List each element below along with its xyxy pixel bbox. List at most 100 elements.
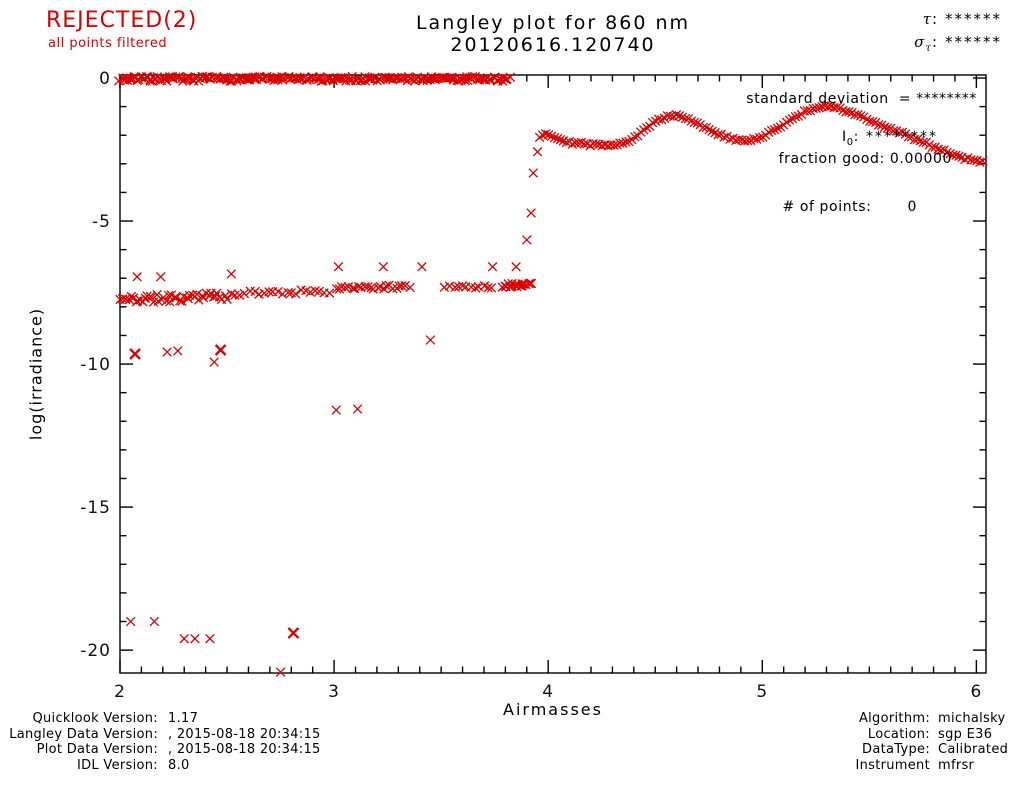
- scatter-marker: [915, 135, 926, 146]
- scatter-marker: [612, 140, 622, 150]
- scatter-marker: [348, 283, 358, 294]
- scatter-marker: [894, 127, 905, 138]
- scatter-marker: [397, 73, 408, 84]
- y-tick-label: -10: [80, 355, 111, 375]
- scatter-marker: [912, 134, 923, 145]
- scatter-marker: [363, 282, 373, 292]
- scatter-marker: [576, 137, 587, 148]
- footer-value: Calibrated: [938, 742, 1009, 757]
- scatter-marker: [214, 344, 227, 356]
- scatter-marker: [621, 137, 631, 147]
- scatter-marker: [340, 282, 350, 293]
- footer-label: Langley Data Version:: [9, 726, 158, 742]
- scatter-marker: [769, 125, 780, 135]
- scatter-marker: [918, 137, 929, 148]
- scatter-marker: [743, 135, 753, 146]
- footer-version-block: Quicklook Version: 1.17 Langley Data Vers…: [8, 711, 321, 773]
- scatter-marker: [277, 75, 288, 85]
- scatter-marker: [555, 134, 566, 145]
- sigma-subscript: τ: [925, 43, 932, 54]
- y-tick-label: -5: [92, 212, 111, 232]
- scatter-marker: [222, 294, 232, 304]
- scatter-marker: [677, 112, 688, 122]
- scatter-marker: [734, 135, 744, 145]
- scatter-marker: [331, 284, 342, 294]
- scatter-marker: [226, 269, 237, 279]
- scatter-marker: [444, 281, 455, 291]
- scatter-marker: [966, 154, 976, 165]
- scatter-marker: [487, 262, 498, 272]
- scatter-marker: [526, 278, 537, 289]
- y-tick-label: -20: [80, 641, 111, 661]
- x-tick-label: 5: [756, 682, 768, 702]
- scatter-marker: [273, 286, 283, 297]
- footer-label: Algorithm:: [858, 711, 930, 726]
- scatter-marker: [903, 132, 914, 142]
- scatter-marker: [802, 105, 813, 116]
- scatter-marker: [838, 105, 848, 116]
- scatter-marker: [647, 117, 658, 128]
- scatter-marker: [975, 157, 985, 168]
- scatter-marker: [945, 149, 955, 159]
- scatter-marker: [561, 137, 572, 148]
- scatter-marker: [692, 118, 703, 128]
- scatter-marker: [546, 131, 557, 142]
- scatter-marker: [161, 296, 172, 306]
- scatter-marker: [132, 272, 142, 282]
- scatter-marker: [209, 357, 219, 367]
- scatter-marker: [162, 347, 172, 357]
- scatter-marker: [853, 109, 863, 120]
- x-tick-label: 3: [328, 682, 340, 702]
- std-deviation-annotation: standard deviation = ********: [746, 91, 977, 107]
- scatter-marker: [725, 134, 735, 144]
- scatter-marker: [287, 73, 298, 83]
- scatter-marker: [665, 111, 676, 121]
- scatter-marker: [155, 272, 166, 282]
- scatter-marker: [511, 262, 521, 272]
- y-tick-label: 0: [99, 69, 111, 89]
- num-points-annotation: # of points: 0: [782, 199, 917, 215]
- scatter-marker: [573, 138, 584, 148]
- scatter-marker: [486, 283, 497, 293]
- scatter-marker: [517, 279, 527, 289]
- scatter-marker: [173, 346, 183, 356]
- scatter-marker: [125, 616, 136, 627]
- footer-value: 1.17: [168, 711, 199, 726]
- scatter-marker: [954, 151, 964, 161]
- scatter-marker: [772, 123, 783, 133]
- footer-label: Plot Data Version:: [36, 742, 158, 757]
- scatter-marker: [528, 168, 538, 178]
- scatter-marker: [867, 116, 878, 127]
- rejected-status: REJECTED(2): [46, 8, 198, 33]
- scatter-marker: [951, 150, 961, 160]
- scatter-marker: [522, 235, 532, 245]
- i0-value: ********: [866, 129, 938, 145]
- scatter-marker: [198, 293, 209, 303]
- scatter-marker: [405, 282, 415, 293]
- scatter-marker: [239, 288, 250, 299]
- scatter-marker: [333, 262, 344, 272]
- scatter-marker: [310, 285, 320, 296]
- sigma-tau-value: ******: [945, 33, 1002, 51]
- scatter-marker: [205, 633, 215, 644]
- scatter-marker: [888, 126, 899, 136]
- scatter-marker: [230, 290, 240, 300]
- scatter-marker: [453, 281, 464, 292]
- scatter-marker: [630, 132, 640, 142]
- i0-annotation: I0: ********: [841, 129, 938, 148]
- scatter-marker: [897, 127, 908, 137]
- data-points: [113, 71, 988, 677]
- y-tick-label: -15: [80, 498, 111, 518]
- scatter-marker: [287, 627, 300, 639]
- scatter-marker: [540, 128, 551, 139]
- scatter-marker: [784, 115, 795, 125]
- footer-value: michalsky: [938, 711, 1006, 726]
- scatter-marker: [927, 142, 937, 153]
- scatter-marker: [865, 116, 875, 126]
- scatter-marker: [969, 155, 979, 165]
- scatter-marker: [264, 287, 274, 297]
- scatter-marker: [149, 616, 160, 627]
- footer-value: 8.0: [168, 757, 190, 773]
- i0-subscript: 0: [846, 136, 854, 148]
- scatter-marker: [378, 262, 389, 272]
